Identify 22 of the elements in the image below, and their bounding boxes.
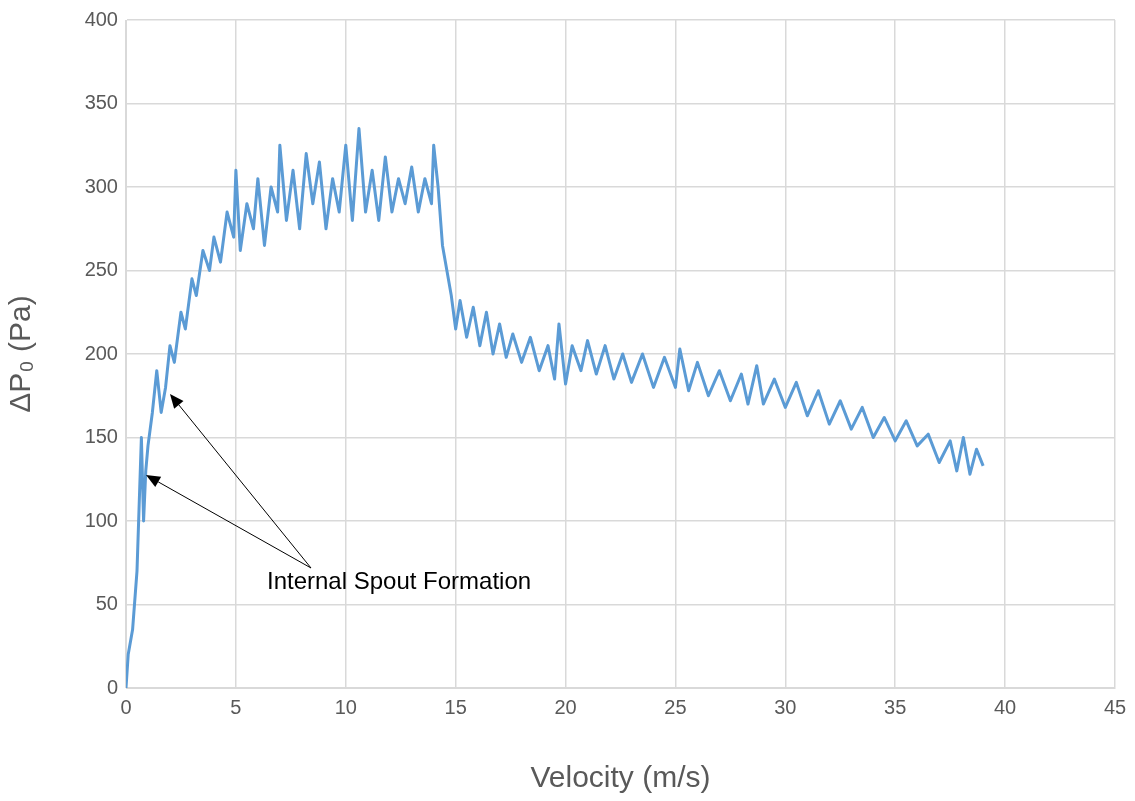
x-tick-label: 30 <box>774 695 797 718</box>
x-tick-label: 10 <box>334 695 357 718</box>
x-tick-label: 25 <box>664 695 687 718</box>
y-tick-label: 150 <box>84 425 118 448</box>
y-tick-label: 350 <box>84 91 118 114</box>
y-tick-label: 0 <box>106 675 118 698</box>
x-tick-label: 40 <box>993 695 1017 718</box>
x-tick-label: 15 <box>444 695 467 718</box>
x-tick-label: 0 <box>120 695 132 718</box>
y-tick-label: 400 <box>84 7 118 30</box>
x-tick-label: 35 <box>884 695 907 718</box>
y-tick-label: 200 <box>84 341 118 364</box>
x-axis-title: Velocity (m/s) <box>530 760 711 794</box>
y-tick-label: 300 <box>84 174 118 197</box>
y-tick-label: 100 <box>84 508 118 531</box>
y-tick-label: 250 <box>84 258 118 281</box>
x-tick-label: 20 <box>554 695 577 718</box>
x-tick-label: 5 <box>230 695 242 718</box>
y-axis-title: ΔP₀ (Pa) <box>3 295 37 413</box>
x-tick-label: 45 <box>1103 695 1127 718</box>
y-tick-label: 50 <box>95 592 118 615</box>
annotation: Internal Spout Formation <box>267 567 532 595</box>
